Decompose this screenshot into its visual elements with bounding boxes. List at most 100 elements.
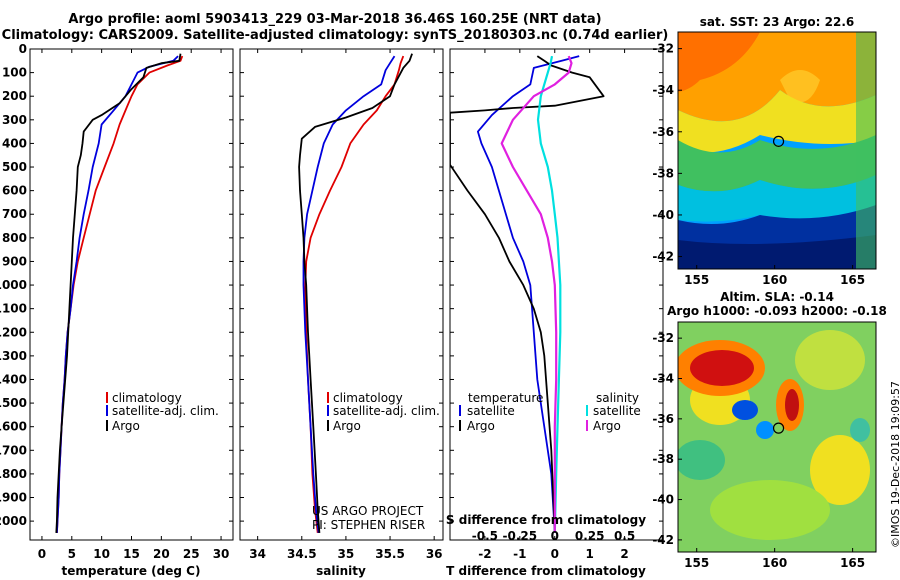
s-tick-label: 0.5 [614, 529, 635, 543]
x-tick-label: 0 [38, 547, 46, 561]
s-difference-axis-label: S difference from climatology [446, 513, 646, 527]
map-y-tick-label: -32 [652, 331, 674, 345]
t-difference-axis-label: T difference from climatology [446, 564, 646, 578]
map-y-tick-label: -34 [652, 371, 674, 385]
legend-t-satellite: satellite [467, 404, 515, 418]
x-tick-label: 1 [585, 547, 593, 561]
sst-map-title: sat. SST: 23 Argo: 22.6 [700, 15, 854, 29]
profile-line-argo [55, 53, 182, 533]
profile-line-satellite [476, 55, 580, 533]
sst-map-frame [677, 31, 877, 270]
depth-tick-label: 1200 [0, 325, 27, 339]
legend-satellite: satellite-adj. clim. [333, 404, 440, 418]
depth-tick-label: 800 [2, 231, 27, 245]
argo-position-marker [772, 422, 785, 434]
depth-tick-label: 500 [2, 160, 27, 174]
depth-tick-label: 400 [2, 136, 27, 150]
depth-tick-label: 600 [2, 184, 27, 198]
sla-map-frame [677, 321, 877, 553]
pi-annotation: PI: STEPHEN RISER [312, 518, 425, 532]
s-tick-label: -0.5 [472, 529, 498, 543]
s-tick-label: 0 [551, 529, 559, 543]
depth-tick-label: 1300 [0, 349, 27, 363]
profile-line-satellite [536, 55, 562, 533]
x-tick-label: 25 [183, 547, 200, 561]
x-tick-label: 30 [213, 547, 230, 561]
depth-tick-label: 300 [2, 113, 27, 127]
difference-legend: temperature satellite Argo salinity sate… [459, 391, 641, 433]
x-tick-label: 20 [153, 547, 170, 561]
map-x-tick-label: 160 [762, 273, 787, 287]
temperature-legend: climatology satellite-adj. clim. Argo [106, 391, 219, 433]
map-y-tick-label: -40 [652, 208, 674, 222]
sla-map-field [678, 322, 876, 552]
depth-tick-label: 1000 [0, 278, 27, 292]
sst-map-field [678, 32, 876, 269]
x-tick-label: 34 [249, 547, 266, 561]
project-annotation: US ARGO PROJECT [312, 504, 424, 518]
depth-tick-label: 1700 [0, 443, 27, 457]
x-tick-label: 5 [68, 547, 76, 561]
map-y-tick-label: -36 [652, 125, 674, 139]
x-tick-label: 35.5 [375, 547, 405, 561]
legend-climatology: climatology [112, 391, 182, 405]
legend-satellite: satellite-adj. clim. [112, 404, 219, 418]
depth-tick-label: 200 [2, 89, 27, 103]
depth-tick-label: 100 [2, 66, 27, 80]
s-tick-label: -0.25 [503, 529, 538, 543]
x-tick-label: -1 [513, 547, 526, 561]
map-y-tick-label: -40 [652, 493, 674, 507]
profile-line-argo [298, 53, 413, 533]
map-y-tick-label: -38 [652, 166, 674, 180]
x-tick-label: 0 [551, 547, 559, 561]
legend-s-satellite: satellite [593, 404, 641, 418]
plot-title-line1: Argo profile: aoml 5903413_229 03-Mar-20… [68, 12, 602, 27]
axis-ticks: 0 5 10 15 20 25 30 34 34.5 35 35.5 36 -2 -1 0 1 2 -0.5 -0.… [38, 49, 635, 561]
legend-argo: Argo [333, 419, 361, 433]
x-tick-label: 35 [338, 547, 355, 561]
legend-temperature-title: temperature [468, 391, 543, 405]
map-x-tick-label: 160 [762, 556, 787, 570]
profile-line-argo [450, 55, 605, 533]
x-tick-label: 15 [123, 547, 140, 561]
difference-profiles [450, 55, 605, 533]
imos-credit: ©IMOS 19-Dec-2018 19:09:57 [889, 381, 900, 548]
map-y-tick-label: -38 [652, 452, 674, 466]
x-tick-label: 36 [426, 547, 443, 561]
sla-map-axes: 155 160 165 -32 -34 -36 -38 -40 -42 [652, 331, 865, 570]
x-tick-label: 2 [620, 547, 628, 561]
profile-line-argo [500, 55, 573, 533]
profile-line-satellite-adj-clim- [56, 55, 179, 533]
map-x-tick-label: 155 [684, 556, 709, 570]
sla-map-subtitle: Argo h1000: -0.093 h2000: -0.18 [667, 304, 887, 318]
map-y-tick-label: -42 [652, 533, 674, 547]
sst-map-axes: 155 160 165 -32 -34 -36 -38 -40 -42 [652, 42, 865, 287]
salinity-panel-frame [239, 48, 444, 541]
depth-tick-label: 0 [19, 42, 27, 56]
legend-climatology: climatology [333, 391, 403, 405]
depth-tick-label: 2000 [0, 514, 27, 528]
legend-argo: Argo [112, 419, 140, 433]
temperature-profiles [55, 53, 184, 533]
legend-t-argo: Argo [467, 419, 495, 433]
profile-line-satellite-adj-clim- [302, 55, 396, 534]
map-x-tick-label: 165 [840, 556, 865, 570]
salinity-axis-label: salinity [316, 564, 366, 578]
sla-map-title: Altim. SLA: -0.14 [720, 290, 834, 304]
map-x-tick-label: 165 [840, 273, 865, 287]
argo-position-marker [772, 135, 785, 147]
depth-axis: 0 100 200 300 400 500 600 700 800 900 1000 1100 1200… [0, 42, 663, 528]
x-tick-label: 10 [93, 547, 110, 561]
salinity-legend: climatology satellite-adj. clim. Argo US… [312, 391, 440, 532]
map-x-tick-label: 155 [684, 273, 709, 287]
temperature-axis-label: temperature (deg C) [62, 564, 201, 578]
legend-s-argo: Argo [593, 419, 621, 433]
salinity-profiles [298, 53, 413, 534]
map-y-tick-label: -36 [652, 412, 674, 426]
profile-line-climatology [304, 55, 405, 534]
x-tick-label: 34.5 [287, 547, 317, 561]
depth-tick-label: 1800 [0, 467, 27, 481]
x-tick-label: -2 [478, 547, 491, 561]
s-tick-label: 0.25 [575, 529, 605, 543]
